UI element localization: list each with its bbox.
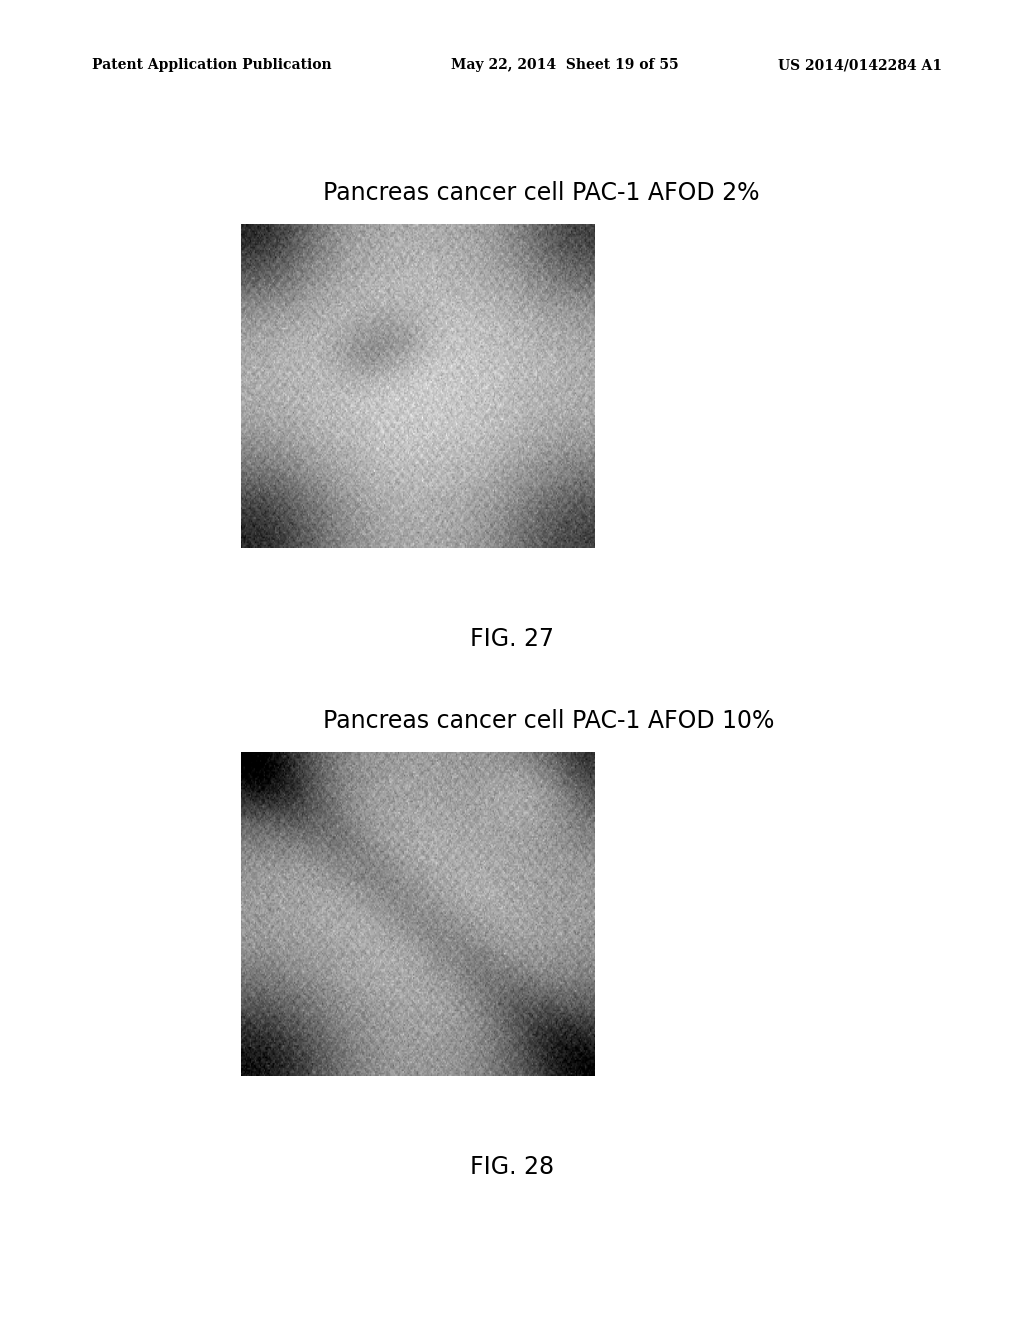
Text: Pancreas cancer cell PAC-1 AFOD 2%: Pancreas cancer cell PAC-1 AFOD 2% xyxy=(323,181,759,205)
Text: Pancreas cancer cell PAC-1 AFOD 10%: Pancreas cancer cell PAC-1 AFOD 10% xyxy=(323,709,774,733)
Text: Patent Application Publication: Patent Application Publication xyxy=(92,58,332,73)
Text: May 22, 2014  Sheet 19 of 55: May 22, 2014 Sheet 19 of 55 xyxy=(451,58,678,73)
Text: FIG. 27: FIG. 27 xyxy=(470,627,554,651)
Text: US 2014/0142284 A1: US 2014/0142284 A1 xyxy=(778,58,942,73)
Text: FIG. 28: FIG. 28 xyxy=(470,1155,554,1179)
